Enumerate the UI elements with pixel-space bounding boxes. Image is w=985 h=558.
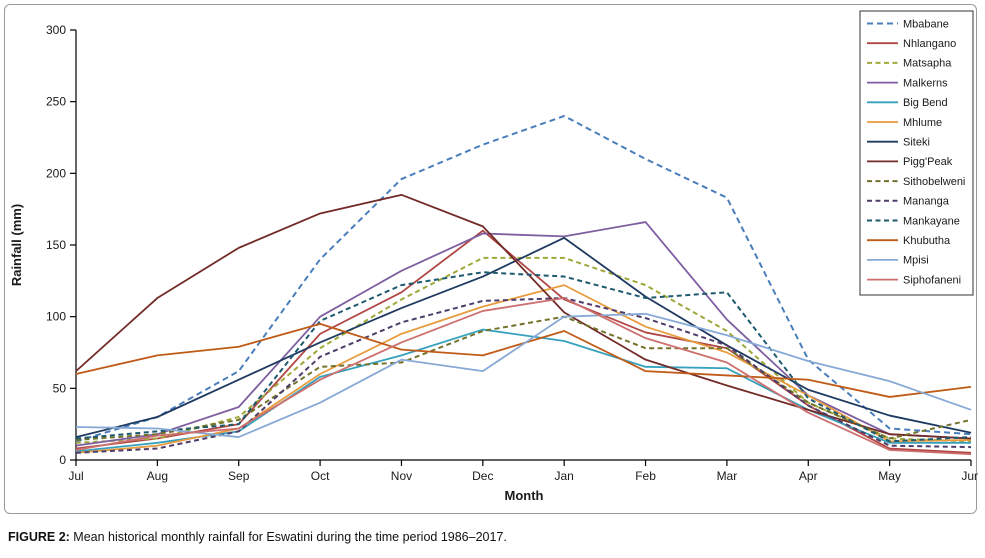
x-tick-label: Feb — [635, 469, 656, 483]
legend-label-mhlume: Mhlume — [903, 117, 942, 129]
series-line-mhlume — [75, 284, 972, 454]
x-tick-label: Jul — [68, 469, 83, 483]
series-line-big-bend — [75, 328, 971, 453]
series-line-siteki — [75, 236, 972, 438]
figure-caption-text: Mean historical monthly rainfall for Esw… — [69, 530, 507, 544]
legend-label-pigg-peak: Pigg'Peak — [903, 156, 953, 168]
x-tick-label: Jan — [555, 469, 574, 483]
x-tick-label: May — [878, 469, 901, 483]
legend-label-mbabane: Mbabane — [903, 18, 949, 30]
plot-series — [75, 115, 972, 456]
rainfall-chart: 0 50 100 150 200 250 300 Jul Aug Sep Oct Nov Dec Jan F… — [9, 10, 978, 503]
y-tick-label: 300 — [46, 23, 66, 37]
legend-label-sithobelweni: Sithobelweni — [903, 176, 965, 188]
series-line-mbabane — [75, 115, 972, 443]
series-line-sithobelweni — [75, 315, 972, 441]
legend-label-matsapha: Matsapha — [903, 58, 952, 70]
x-axis-title: Month — [505, 488, 544, 503]
series-line-mankayane — [75, 271, 972, 443]
legend-box — [859, 10, 974, 296]
series-line-siphofaneni — [75, 297, 972, 456]
legend-label-khubutha: Khubutha — [903, 235, 951, 247]
x-tick-label: Sep — [228, 469, 250, 483]
y-tick-label: 50 — [53, 381, 67, 395]
plot-axes: 0 50 100 150 200 250 300 Jul Aug Sep Oct Nov Dec Jan F… — [46, 23, 978, 483]
figure-caption-label: FIGURE 2: — [8, 530, 70, 544]
y-axis-title: Rainfall (mm) — [9, 204, 24, 286]
legend-label-mankayane: Mankayane — [903, 215, 960, 227]
x-tick-label: Jun — [961, 469, 978, 483]
series-line-pigg-peak — [75, 193, 972, 440]
legend-label-siphofaneni: Siphofaneni — [903, 274, 961, 286]
x-tick-label: Aug — [147, 469, 168, 483]
legend-label-mpisi: Mpisi — [903, 255, 929, 267]
series-line-malkerns — [75, 221, 972, 447]
legend-label-mananga: Mananga — [903, 196, 950, 208]
x-tick-label: Oct — [311, 469, 330, 483]
legend-label-big-bend: Big Bend — [903, 97, 948, 109]
series-line-mpisi — [75, 312, 972, 438]
x-tick-label: Dec — [472, 469, 493, 483]
y-tick-label: 100 — [46, 310, 66, 324]
y-tick-label: 200 — [46, 166, 66, 180]
y-tick-label: 150 — [46, 238, 66, 252]
x-tick-label: Nov — [391, 469, 412, 483]
y-tick-label: 0 — [59, 453, 66, 467]
x-tick-label: Mar — [717, 469, 738, 483]
y-tick-label: 250 — [46, 95, 66, 109]
x-tick-label: Apr — [799, 469, 818, 483]
figure-caption: FIGURE 2: Mean historical monthly rainfa… — [8, 530, 968, 544]
series-line-mananga — [75, 297, 972, 454]
series-line-nhlangano — [75, 229, 972, 454]
figure-panel: 0 50 100 150 200 250 300 Jul Aug Sep Oct Nov Dec Jan F… — [4, 4, 978, 514]
legend-label-nhlangano: Nhlangano — [903, 38, 956, 50]
chart-legend: Mbabane Nhlangano Matsapha Malkerns Big Bend… — [859, 10, 974, 296]
legend-label-siteki: Siteki — [903, 137, 930, 149]
legend-label-malkerns: Malkerns — [903, 77, 948, 89]
